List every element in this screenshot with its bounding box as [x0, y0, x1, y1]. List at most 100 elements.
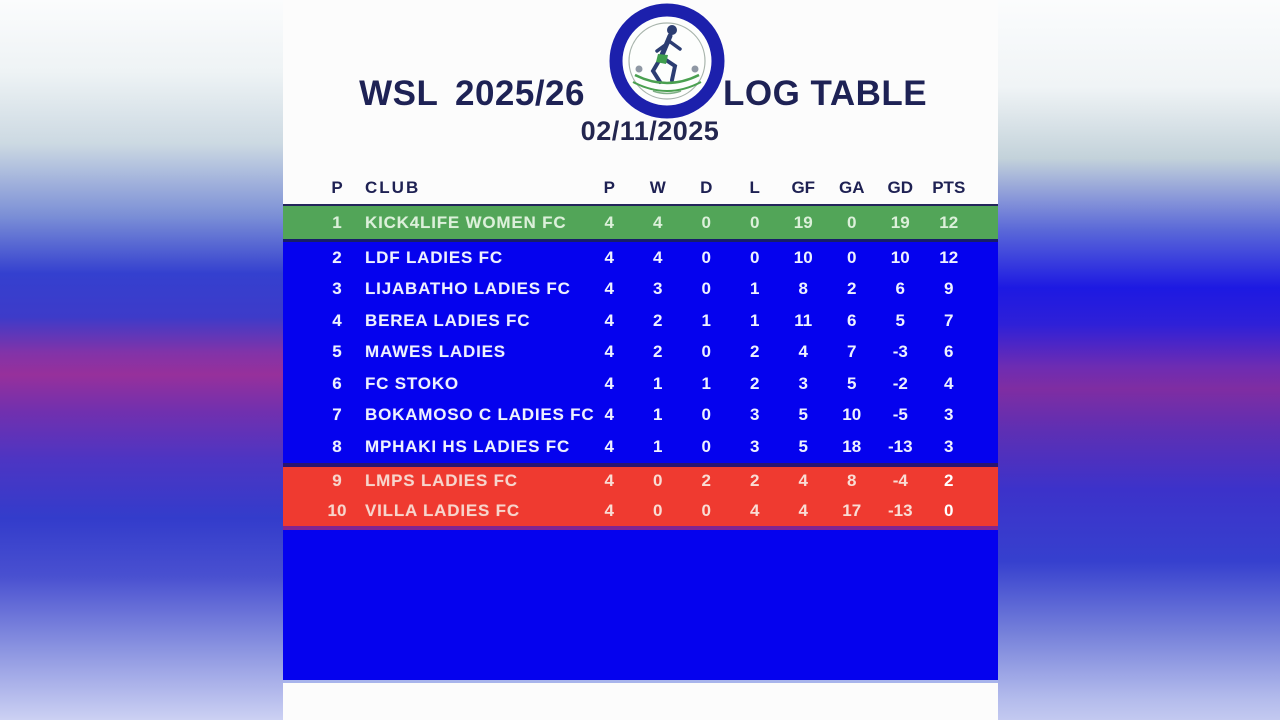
cell-pos: 2 [332, 247, 342, 267]
table-row: 9 LMPS LADIES FC 4 0 2 2 4 8 -4 2 [283, 467, 998, 497]
cell-draws: 0 [701, 500, 711, 520]
cell-wins: 4 [653, 247, 663, 267]
cell-goals-against: 7 [847, 342, 857, 362]
cell-goals-for: 4 [798, 342, 808, 362]
col-goal-diff: GD [887, 178, 914, 197]
background-blur-left [0, 0, 283, 720]
cell-goals-against: 6 [847, 310, 857, 330]
cell-club: LIJABATHO LADIES FC [365, 279, 571, 299]
cell-draws: 1 [701, 373, 711, 393]
table-row: 3 LIJABATHO LADIES FC 4 3 0 1 8 2 6 9 [283, 274, 998, 306]
cell-losses: 2 [750, 342, 760, 362]
cell-draws: 1 [701, 310, 711, 330]
relegation-zone-block: 9 LMPS LADIES FC 4 0 2 2 4 8 -4 2 10 VIL… [283, 462, 998, 530]
cell-points: 12 [939, 247, 959, 267]
cell-goals-for: 4 [798, 500, 808, 520]
cell-draws: 0 [701, 212, 711, 232]
cell-goal-diff: 19 [890, 212, 910, 232]
cell-club: KICK4LIFE WOMEN FC [365, 212, 567, 232]
cell-goals-against: 0 [847, 212, 857, 232]
cell-pos: 1 [332, 212, 342, 232]
col-points: PTS [932, 178, 966, 197]
cell-wins: 3 [653, 279, 663, 299]
cell-played: 4 [604, 471, 614, 491]
cell-wins: 1 [653, 436, 663, 456]
cell-goals-for: 19 [793, 212, 813, 232]
cell-wins: 2 [653, 342, 663, 362]
table-row: 8 MPHAKI HS LADIES FC 4 1 0 3 5 18 -13 3 [283, 431, 998, 463]
table-header-row: P CLUB P W D L GF GA GD PTS [283, 172, 998, 204]
cell-wins: 2 [653, 310, 663, 330]
cell-club: MAWES LADIES [365, 342, 506, 362]
col-goals-for: GF [791, 178, 816, 197]
table-row: 6 FC STOKO 4 1 1 2 3 5 -2 4 [283, 368, 998, 400]
col-losses: L [749, 178, 760, 197]
cell-losses: 1 [750, 279, 760, 299]
table-date: 02/11/2025 [580, 116, 720, 146]
cell-goals-against: 18 [842, 436, 862, 456]
footer-color-block [283, 529, 998, 683]
cell-played: 4 [604, 373, 614, 393]
cell-pos: 7 [332, 405, 342, 425]
cell-points: 7 [944, 310, 954, 330]
cell-draws: 2 [701, 471, 711, 491]
cell-played: 4 [604, 342, 614, 362]
background-blur-right [998, 0, 1280, 720]
cell-draws: 0 [701, 279, 711, 299]
cell-goal-diff: 10 [890, 247, 910, 267]
cell-losses: 3 [750, 405, 760, 425]
cell-goals-for: 5 [798, 405, 808, 425]
cell-goals-for: 8 [798, 279, 808, 299]
cell-goals-against: 5 [847, 373, 857, 393]
mid-zone-block: 2 LDF LADIES FC 4 4 0 0 10 0 10 12 3 LIJ… [283, 239, 998, 463]
table-row: 4 BEREA LADIES FC 4 2 1 1 11 6 5 7 [283, 305, 998, 337]
table-row: 1 KICK4LIFE WOMEN FC 4 4 0 0 19 0 19 12 [283, 206, 998, 239]
cell-wins: 4 [653, 212, 663, 232]
cell-goal-diff: -4 [892, 471, 908, 491]
cell-played: 4 [604, 279, 614, 299]
league-crest-logo [609, 3, 725, 119]
cell-goals-against: 10 [842, 405, 862, 425]
cell-goals-against: 2 [847, 279, 857, 299]
cell-played: 4 [604, 405, 614, 425]
cell-goal-diff: -3 [892, 342, 908, 362]
cell-played: 4 [604, 436, 614, 456]
cell-wins: 1 [653, 405, 663, 425]
col-club: CLUB [365, 178, 421, 197]
cell-goals-for: 4 [798, 471, 808, 491]
content-panel: WSL 2025/26 LO [283, 0, 998, 720]
col-played: P [603, 178, 615, 197]
col-draws: D [700, 178, 713, 197]
cell-goals-against: 0 [847, 247, 857, 267]
cell-pos: 4 [332, 310, 342, 330]
cell-goal-diff: -13 [887, 436, 913, 456]
cell-points: 9 [944, 279, 954, 299]
cell-goals-for: 10 [793, 247, 813, 267]
table-row: 7 BOKAMOSO C LADIES FC 4 1 0 3 5 10 -5 3 [283, 400, 998, 432]
runner-icon [609, 3, 725, 119]
cell-points: 0 [944, 500, 954, 520]
cell-goals-against: 8 [847, 471, 857, 491]
cell-goal-diff: -5 [892, 405, 908, 425]
cell-club: FC STOKO [365, 373, 459, 393]
cell-wins: 1 [653, 373, 663, 393]
cell-goals-for: 5 [798, 436, 808, 456]
cell-wins: 0 [653, 500, 663, 520]
cell-draws: 0 [701, 247, 711, 267]
cell-draws: 0 [701, 405, 711, 425]
log-table-title: LOG TABLE [723, 74, 928, 113]
cell-points: 2 [944, 471, 954, 491]
cell-club: VILLA LADIES FC [365, 500, 520, 520]
col-goals-against: GA [839, 178, 865, 197]
cell-losses: 3 [750, 436, 760, 456]
cell-played: 4 [604, 247, 614, 267]
table-row: 5 MAWES LADIES 4 2 0 2 4 7 -3 6 [283, 337, 998, 369]
cell-club: BOKAMOSO C LADIES FC [365, 405, 595, 425]
cell-goal-diff: -13 [887, 500, 913, 520]
cell-points: 3 [944, 405, 954, 425]
cell-pos: 5 [332, 342, 342, 362]
cell-goal-diff: -2 [892, 373, 908, 393]
cell-losses: 4 [750, 500, 760, 520]
cell-wins: 0 [653, 471, 663, 491]
